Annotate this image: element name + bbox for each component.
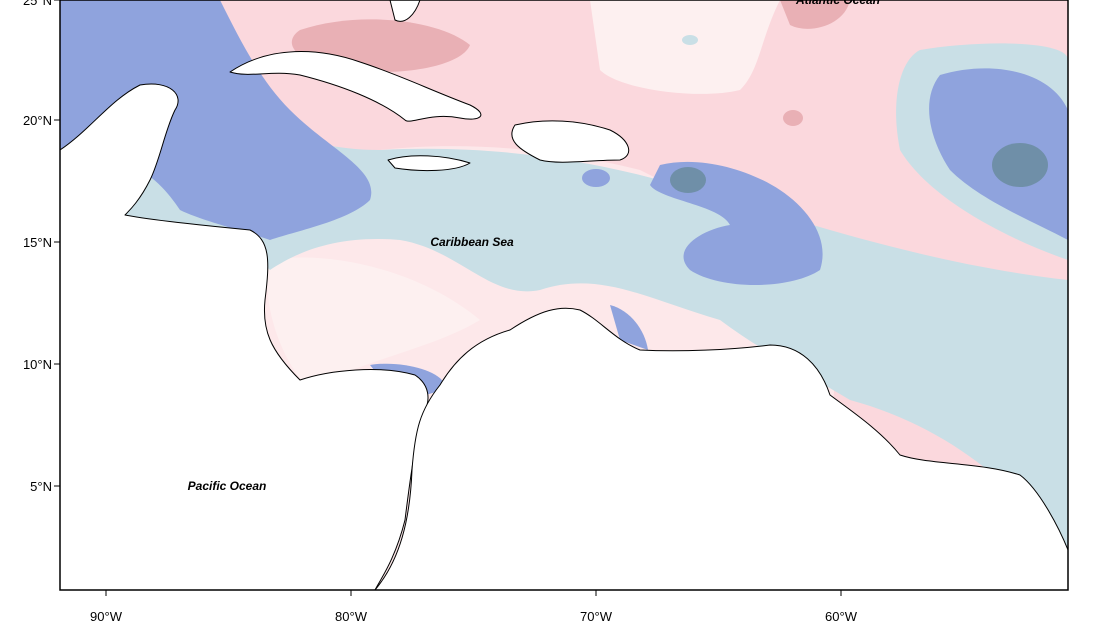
- x-tick-label: 70°W: [580, 609, 613, 624]
- x-tick-label: 90°W: [90, 609, 123, 624]
- jamaica: [387, 155, 471, 172]
- plot-frame: [59, 0, 1069, 591]
- y-tick-label: 20°N: [23, 113, 52, 128]
- cuba: [229, 51, 482, 122]
- y-tick-label: 5°N: [30, 479, 52, 494]
- y-tick-label: 25°N: [23, 0, 52, 8]
- y-tick-label: 10°N: [23, 357, 52, 372]
- place-label: Pacific Ocean: [188, 479, 267, 493]
- x-tick-label: 60°W: [825, 609, 858, 624]
- place-label: Atlantic Ocean: [795, 0, 880, 7]
- y-tick-label: 15°N: [23, 235, 52, 250]
- hispaniola: [511, 120, 630, 163]
- south-america: [374, 307, 1068, 590]
- x-tick-label: 80°W: [335, 609, 368, 624]
- place-label: Caribbean Sea: [430, 235, 514, 249]
- map-field: [60, 0, 1068, 590]
